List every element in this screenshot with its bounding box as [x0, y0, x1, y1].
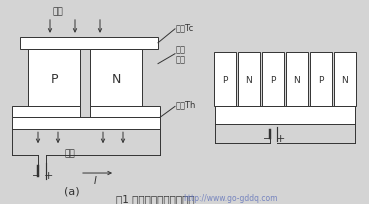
Text: 冷端Tc: 冷端Tc: [176, 23, 194, 32]
Bar: [334, 52, 356, 107]
Bar: [215, 107, 355, 125]
Text: −: −: [32, 170, 40, 180]
Text: N: N: [246, 75, 252, 84]
Text: −: −: [263, 134, 271, 143]
Text: 吸热: 吸热: [53, 7, 63, 16]
Text: N: N: [342, 75, 348, 84]
Text: P: P: [222, 75, 228, 84]
Text: P: P: [50, 73, 58, 86]
Text: 铜连: 铜连: [176, 45, 186, 54]
Bar: [310, 52, 332, 107]
Bar: [20, 38, 158, 50]
Text: +: +: [275, 134, 285, 143]
Text: N: N: [294, 75, 300, 84]
Bar: [12, 107, 80, 118]
Text: 放热: 放热: [65, 149, 75, 158]
Text: (a): (a): [64, 186, 80, 196]
Text: N: N: [111, 73, 121, 86]
Bar: [28, 50, 80, 107]
Text: P: P: [270, 75, 276, 84]
Bar: [214, 52, 236, 107]
Bar: [12, 118, 160, 130]
Bar: [238, 52, 260, 107]
Text: 图1 半导体制冷基本原理图: 图1 半导体制冷基本原理图: [116, 193, 194, 203]
Text: http://www.go-gddq.com: http://www.go-gddq.com: [183, 193, 277, 202]
Bar: [90, 50, 142, 107]
Text: 热端Th: 热端Th: [176, 99, 196, 108]
Text: P: P: [318, 75, 324, 84]
Bar: [262, 52, 284, 107]
Text: +: +: [43, 170, 53, 180]
Text: I: I: [94, 175, 96, 185]
Bar: [286, 52, 308, 107]
Bar: [90, 107, 160, 118]
Text: 接片: 接片: [176, 55, 186, 64]
